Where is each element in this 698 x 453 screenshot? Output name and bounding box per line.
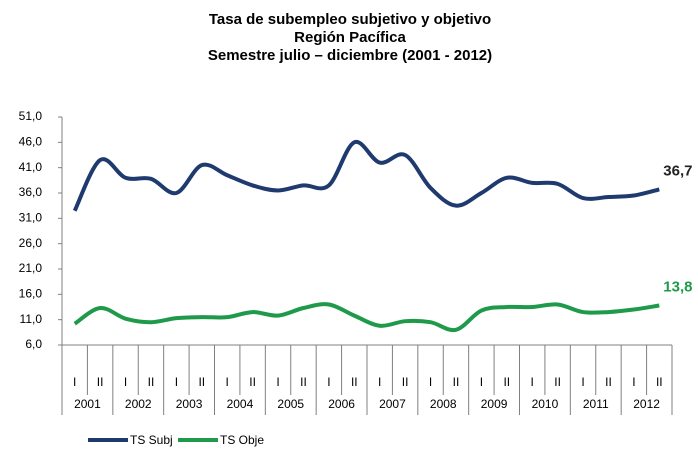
legend-label: TS Subj bbox=[130, 433, 173, 447]
x-tick-label: II bbox=[453, 375, 460, 389]
x-tick-label: II bbox=[249, 375, 256, 389]
x-tick-label: II bbox=[198, 375, 205, 389]
x-tick-label: I bbox=[276, 375, 279, 389]
x-tick-label: II bbox=[148, 375, 155, 389]
x-tick-label: I bbox=[581, 375, 584, 389]
chart-subtitle: Región Pacífica bbox=[294, 29, 406, 46]
y-tick-label: 31,0 bbox=[19, 211, 43, 225]
x-tick-label: II bbox=[351, 375, 358, 389]
series-line bbox=[72, 140, 660, 212]
series-line bbox=[73, 302, 660, 333]
data-label: 36,7 bbox=[663, 162, 692, 179]
x-tick-label: I bbox=[531, 375, 534, 389]
x-tick-label: I bbox=[175, 375, 178, 389]
x-group-label: 2009 bbox=[481, 397, 508, 411]
y-tick-label: 41,0 bbox=[19, 160, 43, 174]
x-tick-label: I bbox=[124, 375, 127, 389]
chart-title: Tasa de subempleo subjetivo y objetivo bbox=[209, 11, 491, 28]
y-tick-label: 36,0 bbox=[19, 185, 43, 199]
y-tick-label: 51,0 bbox=[19, 109, 43, 123]
x-tick-label: II bbox=[605, 375, 612, 389]
y-tick-label: 26,0 bbox=[19, 236, 43, 250]
x-tick-label: I bbox=[327, 375, 330, 389]
x-tick-label: I bbox=[429, 375, 432, 389]
x-tick-label: II bbox=[300, 375, 307, 389]
legend-label: TS Obje bbox=[220, 433, 264, 447]
x-group-label: 2002 bbox=[125, 397, 152, 411]
x-tick-label: I bbox=[378, 375, 381, 389]
y-tick-label: 6,0 bbox=[25, 337, 42, 351]
x-tick-label: I bbox=[632, 375, 635, 389]
x-group-label: 2006 bbox=[328, 397, 355, 411]
y-tick-label: 46,0 bbox=[19, 135, 43, 149]
x-group-label: 2005 bbox=[277, 397, 304, 411]
x-tick-label: II bbox=[503, 375, 510, 389]
x-tick-label: II bbox=[554, 375, 561, 389]
x-group-label: 2010 bbox=[532, 397, 559, 411]
x-group-label: 2012 bbox=[633, 397, 660, 411]
y-tick-label: 16,0 bbox=[19, 287, 43, 301]
x-group-label: 2004 bbox=[227, 397, 254, 411]
x-tick-label: II bbox=[656, 375, 663, 389]
x-group-label: 2001 bbox=[74, 397, 101, 411]
chart-subtitle: Semestre julio – diciembre (2001 - 2012) bbox=[208, 47, 492, 64]
x-group-label: 2003 bbox=[176, 397, 203, 411]
x-tick-label: I bbox=[480, 375, 483, 389]
x-tick-label: I bbox=[73, 375, 76, 389]
x-tick-label: II bbox=[402, 375, 409, 389]
x-tick-label: II bbox=[97, 375, 104, 389]
y-tick-label: 11,0 bbox=[20, 312, 43, 326]
x-group-label: 2007 bbox=[379, 397, 406, 411]
x-group-label: 2008 bbox=[430, 397, 457, 411]
data-label: 13,8 bbox=[663, 278, 692, 295]
x-group-label: 2011 bbox=[583, 397, 609, 411]
y-tick-label: 21,0 bbox=[19, 261, 43, 275]
x-tick-label: I bbox=[226, 375, 229, 389]
